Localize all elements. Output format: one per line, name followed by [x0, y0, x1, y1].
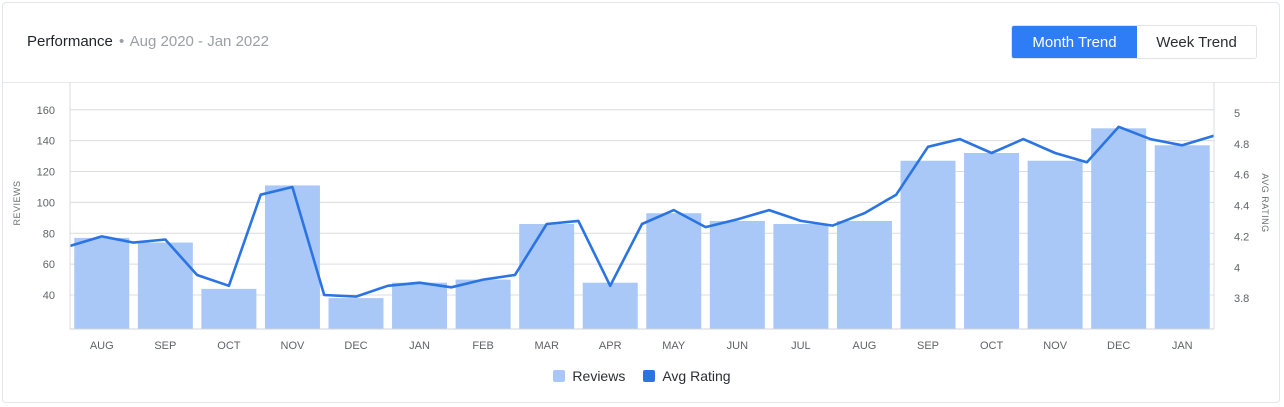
right-tick-label: 4.4 — [1234, 201, 1249, 213]
reviews-bar — [74, 237, 130, 329]
reviews-bar — [519, 224, 575, 329]
reviews-bar — [900, 160, 956, 329]
reviews-bar — [773, 224, 829, 329]
x-tick-label: NOV — [281, 340, 306, 352]
reviews-bars — [74, 128, 1210, 329]
x-tick-label: JAN — [409, 340, 430, 352]
title-text: Performance — [27, 33, 113, 50]
x-tick-label: APR — [599, 340, 622, 352]
reviews-bar — [201, 288, 257, 329]
x-tick-label: MAR — [534, 340, 559, 352]
right-tick-label: 4.6 — [1234, 170, 1249, 182]
x-tick-label: OCT — [217, 340, 241, 352]
legend-item-reviews[interactable]: Reviews — [553, 368, 625, 384]
reviews-bar — [836, 220, 892, 329]
card-title: Performance • Aug 2020 - Jan 2022 — [27, 33, 269, 50]
title-separator: • — [119, 33, 125, 50]
x-tick-label: MAY — [662, 340, 686, 352]
month-trend-button[interactable]: Month Trend — [1012, 26, 1137, 58]
reviews-bar — [1091, 128, 1147, 329]
x-tick-label: JUN — [727, 340, 748, 352]
left-tick-label: 60 — [43, 259, 55, 271]
right-tick-label: 4.8 — [1234, 139, 1249, 151]
x-tick-label: NOV — [1043, 340, 1068, 352]
x-tick-label: AUG — [90, 340, 114, 352]
reviews-bar — [964, 153, 1020, 329]
x-tick-label: FEB — [472, 340, 493, 352]
card-header: Performance • Aug 2020 - Jan 2022 Month … — [3, 3, 1279, 83]
week-trend-button[interactable]: Week Trend — [1137, 26, 1256, 58]
trend-toggle: Month Trend Week Trend — [1011, 25, 1257, 59]
chart-legend: Reviews Avg Rating — [0, 368, 1284, 384]
right-axis-title: AVG RATING — [1260, 173, 1270, 232]
left-tick-label: 160 — [37, 105, 55, 117]
legend-swatch-reviews — [553, 370, 566, 382]
x-tick-label: SEP — [917, 340, 939, 352]
reviews-bar — [1027, 160, 1083, 329]
avg-rating-line — [69, 125, 1215, 298]
legend-label-avg-rating: Avg Rating — [662, 368, 731, 384]
reviews-bar — [709, 220, 765, 329]
x-tick-label: JUL — [791, 340, 811, 352]
legend-item-avg-rating[interactable]: Avg Rating — [643, 368, 731, 384]
reviews-bar — [582, 282, 638, 329]
reviews-bar — [328, 298, 384, 329]
reviews-bar — [137, 242, 193, 329]
legend-label-reviews: Reviews — [572, 368, 626, 384]
right-tick-label: 4 — [1234, 262, 1240, 274]
reviews-bar — [1154, 145, 1210, 329]
rating-line — [69, 125, 1215, 298]
left-tick-label: 80 — [43, 228, 55, 240]
reviews-bar — [392, 282, 448, 329]
axes: 40 60 80 100 120 140 160 3.8 4 4.2 4.4 4.6 4.8 5 AUG SE… — [37, 82, 1249, 352]
grid-lines — [70, 109, 1214, 296]
legend-swatch-avg-rating — [643, 370, 656, 382]
reviews-bar — [646, 213, 702, 329]
x-tick-label: OCT — [980, 340, 1004, 352]
right-tick-label: 5 — [1234, 108, 1240, 120]
x-tick-label: DEC — [1107, 340, 1130, 352]
left-tick-label: 100 — [37, 197, 55, 209]
reviews-bar — [455, 279, 511, 329]
x-tick-label: AUG — [853, 340, 877, 352]
left-axis-title: REVIEWS — [12, 180, 22, 225]
x-tick-label: DEC — [344, 340, 367, 352]
reviews-bar — [264, 185, 320, 329]
right-tick-label: 3.8 — [1234, 293, 1249, 305]
left-tick-label: 40 — [43, 290, 55, 302]
date-range: Aug 2020 - Jan 2022 — [129, 33, 269, 50]
right-tick-label: 4.2 — [1234, 231, 1249, 243]
left-tick-label: 120 — [37, 167, 55, 179]
x-tick-label: SEP — [154, 340, 176, 352]
left-tick-label: 140 — [37, 136, 55, 148]
x-tick-label: JAN — [1172, 340, 1193, 352]
